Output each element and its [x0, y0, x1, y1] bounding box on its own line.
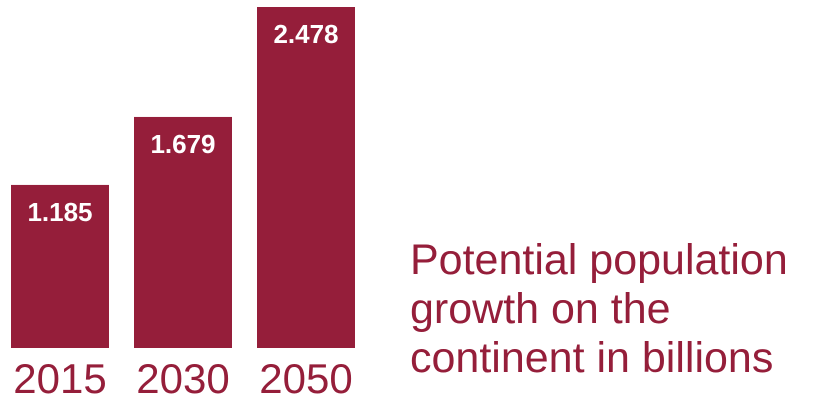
chart-title: Potential population growth on the conti… — [410, 236, 830, 383]
chart-title-line-1: Potential population — [410, 236, 788, 284]
x-tick-label-2015: 2015 — [13, 355, 106, 400]
chart-title-line-3: continent in billions — [410, 334, 774, 382]
bar-group-2030: 1.679 2030 — [134, 116, 232, 400]
bar-2050 — [257, 7, 355, 348]
data-label-2030: 1.679 — [150, 129, 215, 159]
bar-group-2050: 2.478 2050 — [257, 7, 355, 400]
x-tick-label-2030: 2030 — [136, 355, 229, 400]
bar-2015 — [11, 184, 109, 348]
bar-group-2015: 1.185 2015 — [11, 184, 109, 400]
data-label-2015: 1.185 — [27, 197, 92, 227]
x-tick-label-2050: 2050 — [259, 355, 352, 400]
data-label-2050: 2.478 — [273, 19, 338, 49]
bar-2030 — [134, 116, 232, 348]
chart-title-line-2: growth on the — [410, 285, 671, 333]
